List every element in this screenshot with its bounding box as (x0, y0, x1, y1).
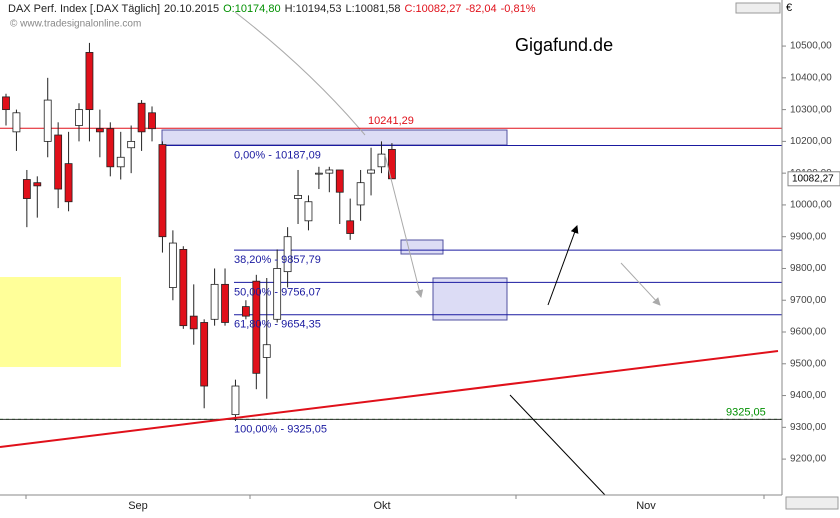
y-tick-label: 9500,00 (790, 358, 827, 369)
candle-body (304, 201, 313, 222)
candle-body (75, 109, 83, 126)
last-price-label: 10082,27 (792, 173, 834, 184)
candle-body (252, 280, 261, 374)
candle-body (367, 169, 375, 174)
candle-body (210, 283, 219, 320)
candle-body (148, 112, 156, 130)
candle-body (22, 179, 31, 199)
arrow (547, 225, 579, 306)
y-tick-label: 10500,00 (790, 41, 832, 52)
candle-body (106, 128, 115, 168)
candle-body (116, 156, 125, 168)
fib-label: 38,20% - 9857,79 (234, 254, 321, 266)
scroll-controls[interactable] (785, 496, 839, 510)
candle-body (168, 242, 177, 288)
candle-body (12, 112, 21, 133)
arrow (620, 262, 661, 306)
candle-body (325, 169, 334, 174)
projection-line (509, 394, 606, 496)
candle-body (273, 268, 282, 320)
candle-body (189, 315, 198, 330)
candle-body (231, 385, 240, 416)
x-tick-label: Nov (636, 500, 656, 512)
candle-body (346, 220, 355, 234)
y-tick-label: 9400,00 (790, 390, 827, 401)
candle-body (158, 144, 167, 238)
header-high: H:10194,53 (285, 3, 342, 15)
candle-body (241, 306, 250, 317)
candle-body (54, 134, 63, 190)
toolbar[interactable] (735, 2, 781, 14)
fib-label: 100,00% - 9325,05 (234, 423, 327, 435)
last-price-tag (787, 171, 840, 187)
candle-body (127, 140, 136, 149)
candle-body (179, 249, 188, 327)
candle-body (43, 99, 52, 142)
currency: € (786, 2, 792, 14)
header-low: L:10081,58 (345, 3, 400, 15)
y-tick-label: 10200,00 (790, 136, 832, 147)
header-change: -82,04 (465, 3, 496, 15)
connector (234, 11, 366, 136)
y-tick-label: 9600,00 (790, 327, 827, 338)
highlight-zone (0, 277, 121, 367)
fib-label: 61,80% - 9654,35 (234, 319, 321, 331)
candle-body (95, 128, 104, 133)
candle-body (200, 322, 209, 387)
zone-box (432, 277, 508, 321)
y-tick-label: 10400,00 (790, 72, 832, 83)
watermark: © www.tradesignalonline.com (10, 19, 141, 30)
header-open: O:10174,80 (223, 3, 281, 15)
fib-label: 0,00% - 10187,09 (234, 149, 321, 161)
candle-body (294, 194, 302, 199)
window-buttons (735, 2, 839, 510)
y-tick-label: 9900,00 (790, 231, 827, 242)
candle-body (314, 172, 323, 175)
y-tick-label: 10300,00 (790, 104, 832, 115)
fib-label: 50,00% - 9756,07 (234, 286, 321, 298)
y-tick-label: 9200,00 (790, 454, 827, 465)
header-date: 20.10.2015 (164, 3, 219, 15)
candle-body (283, 236, 292, 273)
candle-body (262, 344, 271, 358)
candle-body (356, 182, 365, 206)
header: DAX Perf. Index [.DAX Täglich] 20.10.201… (8, 3, 536, 15)
header-change-pct: -0,81% (501, 3, 536, 15)
y-tick-label: 9800,00 (790, 263, 827, 274)
candle-body (2, 96, 10, 111)
x-tick-label: Okt (373, 500, 390, 512)
candle-body (335, 169, 344, 193)
support-label: 9325,05 (726, 406, 766, 418)
candle-body (377, 153, 386, 168)
candle-body (33, 182, 42, 187)
candle-body (64, 163, 73, 203)
zone-box (161, 129, 508, 146)
y-tick-label: 9700,00 (790, 295, 827, 306)
candle-body (388, 148, 396, 180)
trend-line (0, 350, 779, 448)
x-tick-label: Sep (128, 500, 148, 512)
arrow (384, 154, 424, 298)
y-tick-label: 9300,00 (790, 422, 827, 433)
candle-body (137, 102, 146, 133)
candle-body (221, 283, 229, 323)
resistance-label: 10241,29 (368, 115, 414, 127)
symbol: DAX Perf. Index [.DAX Täglich] (8, 3, 160, 15)
y-tick-label: 10000,00 (790, 200, 832, 211)
candle-body (85, 52, 94, 111)
header-close: C:10082,27 (405, 3, 462, 15)
brand: Gigafund.de (515, 35, 613, 55)
